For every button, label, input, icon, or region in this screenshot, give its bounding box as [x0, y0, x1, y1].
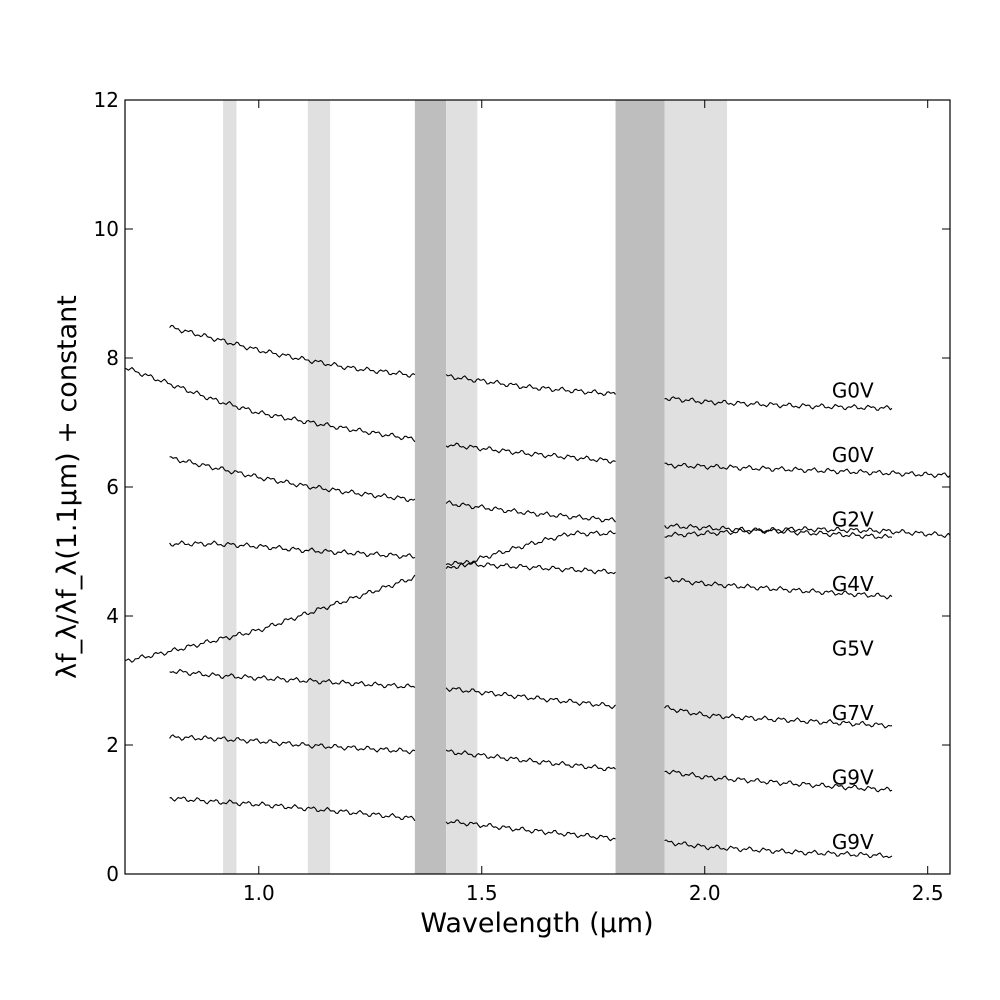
series-6-line-segment-0: [169, 734, 416, 755]
series-label-7: G9V: [832, 830, 874, 854]
shaded-band-5: [664, 100, 728, 874]
shaded-band-3: [446, 100, 478, 874]
shaded-bands: [223, 100, 728, 874]
y-tick-label: 8: [106, 346, 119, 370]
x-tick-label: 2.0: [689, 881, 721, 905]
series-3-line-segment-1: [445, 560, 616, 575]
series-label-0: G0V: [832, 378, 874, 402]
series-1-line-segment-2: [664, 462, 951, 479]
x-axis-label: Wavelength (μm): [420, 908, 653, 939]
series-1-line-segment-0: [124, 366, 416, 443]
x-tick-label: 1.5: [466, 881, 498, 905]
shaded-band-0: [223, 100, 237, 874]
series-7-line-segment-1: [445, 819, 616, 842]
series-7-line-segment-0: [169, 796, 416, 822]
y-tick-label: 12: [94, 88, 119, 112]
series-4-line-segment-0: [124, 574, 416, 663]
series-0-line-segment-2: [664, 396, 893, 411]
series-label-3: G4V: [832, 572, 874, 596]
y-axis-label: λf_λ/λf_λ(1.1μm) + constant: [52, 295, 83, 679]
series-labels: G0V G0V G2V G4V G5V G7V G9V G9V: [832, 378, 874, 854]
shaded-band-2: [414, 100, 447, 874]
shaded-band-4: [615, 100, 665, 874]
x-tick-label: 1.0: [243, 881, 275, 905]
series-label-1: G0V: [832, 443, 874, 467]
y-tick-label: 10: [94, 217, 119, 241]
series-0-line-segment-1: [445, 374, 616, 396]
series-label-6: G9V: [832, 765, 874, 789]
shaded-band-1: [307, 100, 331, 874]
x-axis-ticks: 1.0 1.5 2.0 2.5: [243, 100, 944, 905]
series-5-line-segment-0: [169, 668, 416, 689]
series-3-line-segment-0: [169, 540, 416, 559]
series-6-line-segment-2: [664, 769, 893, 793]
series-4-line-segment-1: [445, 530, 616, 570]
series-5-line-segment-1: [445, 687, 616, 710]
series-1-line-segment-1: [445, 442, 616, 464]
plot-frame: [124, 99, 951, 875]
y-axis-ticks: 0 2 4 6 8 10 12: [94, 88, 950, 886]
series-6-line-segment-1: [445, 749, 616, 772]
y-tick-label: 2: [106, 733, 119, 757]
y-tick-label: 4: [106, 604, 119, 628]
series-2-line-segment-1: [445, 500, 616, 523]
series-0-line-segment-0: [169, 324, 416, 378]
series-label-2: G2V: [832, 507, 874, 531]
series-3-line-segment-2: [664, 576, 893, 600]
series-7-line-segment-2: [664, 839, 893, 859]
series-label-5: G7V: [832, 701, 874, 725]
series-5-line-segment-2: [664, 705, 893, 729]
spectra-series: [124, 324, 951, 859]
series-2-line-segment-0: [169, 456, 416, 503]
series-2-line-segment-2: [664, 523, 893, 539]
y-tick-label: 0: [106, 862, 119, 886]
series-label-4: G5V: [832, 636, 874, 660]
series-4-line-segment-2: [664, 526, 951, 538]
x-tick-label: 2.5: [912, 881, 944, 905]
y-tick-label: 6: [106, 475, 119, 499]
